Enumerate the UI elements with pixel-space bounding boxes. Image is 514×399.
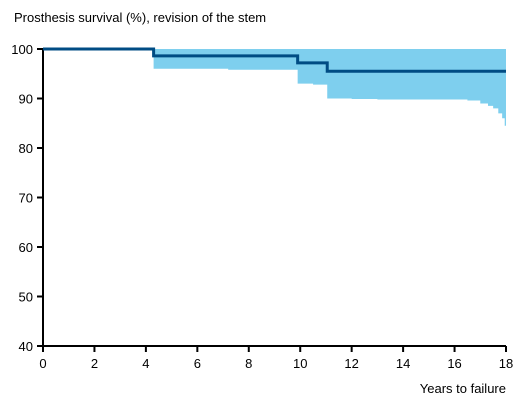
survival-line-layer [43,47,506,73]
x-tick-label: 12 [344,356,358,371]
x-tick-label: 4 [142,356,149,371]
x-tick-label: 6 [194,356,201,371]
x-axis-label: Years to failure [419,381,506,396]
x-tick-label: 14 [396,356,410,371]
y-tick-label: 50 [19,290,33,305]
x-tick-label: 10 [293,356,307,371]
confidence-band-layer [153,49,506,131]
y-tick-label: 60 [19,240,33,255]
y-tick-label: 80 [19,141,33,156]
y-tick-label: 40 [19,339,33,354]
confidence-band [153,49,506,131]
x-tick-label: 2 [91,356,98,371]
survival-line [43,47,506,73]
x-tick-label: 16 [447,356,461,371]
chart-title: Prosthesis survival (%), revision of the… [14,10,267,25]
axes: 40 50 60 70 80 90 100 0 2 4 6 8 10 12 14 16 18 [11,42,513,371]
y-tick-label: 70 [19,191,33,206]
y-tick-label: 90 [19,92,33,107]
x-tick-label: 18 [499,356,513,371]
x-tick-label: 8 [245,356,252,371]
y-tick-label: 100 [11,42,33,57]
x-tick-label: 0 [39,356,46,371]
